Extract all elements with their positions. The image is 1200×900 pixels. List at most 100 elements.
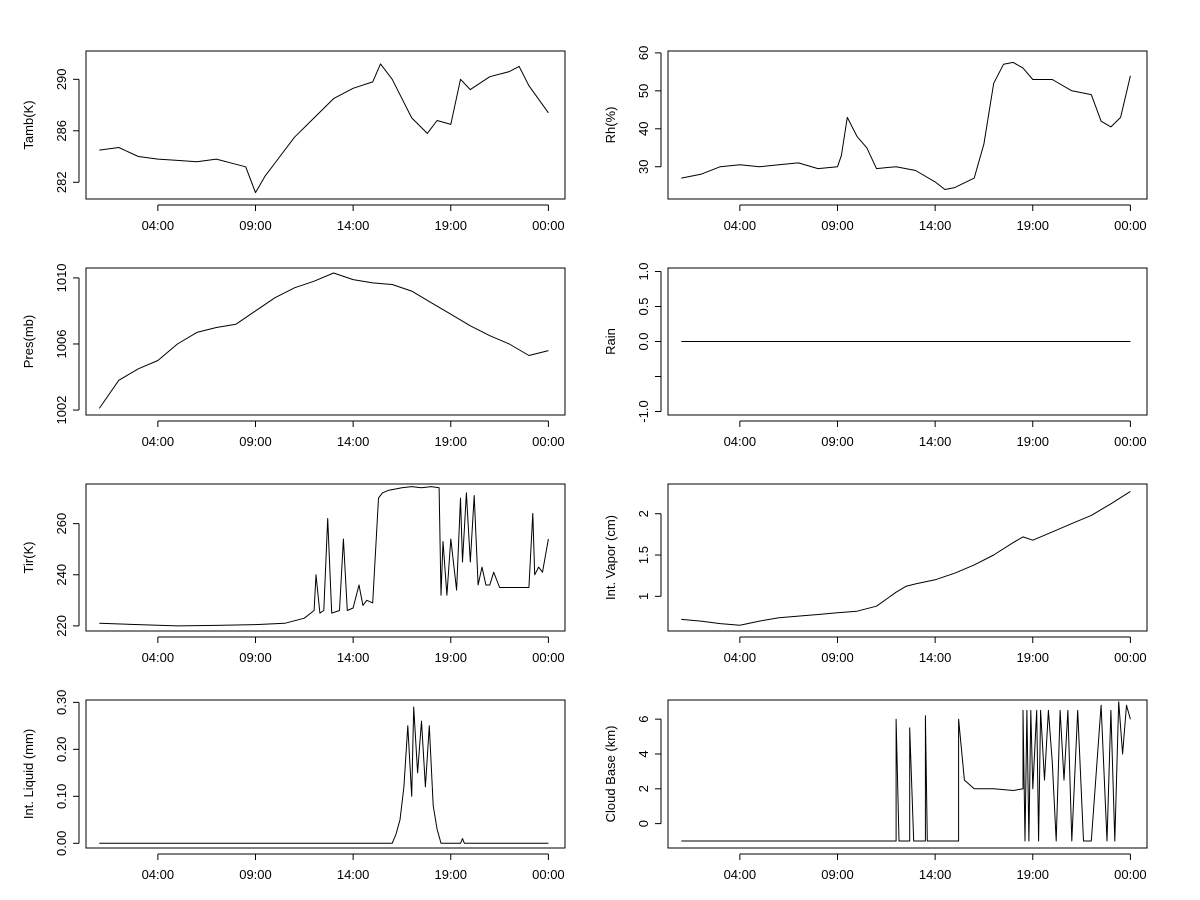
y-axis-label: Tamb(K) — [21, 100, 36, 149]
x-tick-label: 09:00 — [239, 650, 272, 665]
y-axis-label: Rain — [603, 328, 618, 355]
x-tick-label: 14:00 — [919, 434, 952, 449]
y-tick-label: 0.30 — [54, 690, 69, 715]
y-tick-label: 60 — [636, 46, 651, 60]
series-line-1 — [99, 486, 549, 627]
plot-frame — [85, 699, 566, 849]
series-line-1 — [98, 272, 549, 409]
x-tick-label: 00:00 — [532, 650, 565, 665]
x-tick-label: 19:00 — [1016, 434, 1049, 449]
chart-panel-4: -1.0 0.0 0.5 1.0 Rain 04:00 09:00 14:00 19:00 00:… — [603, 262, 1148, 449]
y-tick-label: 290 — [54, 68, 69, 90]
series-line-1 — [99, 63, 549, 194]
x-tick-label: 04:00 — [724, 867, 757, 882]
y-tick-label: 220 — [54, 615, 69, 637]
y-tick-label: 282 — [54, 171, 69, 193]
y-tick-label: -1.0 — [636, 400, 651, 422]
y-tick-label: 50 — [636, 84, 651, 98]
x-tick-label: 19:00 — [434, 650, 467, 665]
x-tick-label: 14:00 — [337, 867, 370, 882]
y-tick-label: 0.20 — [54, 737, 69, 762]
chart-panel-8: 0 2 4 6 Cloud Base (km) 04:00 09:00 14:00 19:00 0… — [603, 699, 1148, 882]
chart-panel-3: 1002 1006 1010 Pres(mb) 04:00 09:00 14:00 19:00… — [21, 263, 566, 449]
x-tick-label: 14:00 — [337, 218, 370, 233]
series-line-1 — [681, 490, 1131, 626]
chart-panel-7: 0.00 0.10 0.20 0.30 Int. Liquid (mm) 04:00 09:… — [21, 690, 566, 882]
y-tick-label: 40 — [636, 122, 651, 136]
x-tick-label: 14:00 — [337, 650, 370, 665]
y-tick-label: 2 — [636, 510, 651, 517]
chart-panel-6: 1 1.5 2 Int. Vapor (cm) 04:00 09:00 14:00 19:00… — [603, 483, 1148, 665]
y-tick-label: 30 — [636, 160, 651, 174]
x-tick-label: 19:00 — [434, 218, 467, 233]
x-tick-label: 14:00 — [919, 867, 952, 882]
y-tick-label: 4 — [636, 750, 651, 757]
x-tick-label: 09:00 — [821, 218, 854, 233]
y-tick-label: 286 — [54, 120, 69, 142]
y-tick-label: 0.10 — [54, 784, 69, 809]
plot-frame — [85, 483, 566, 632]
y-tick-label: 1.0 — [636, 262, 651, 280]
x-tick-label: 09:00 — [239, 218, 272, 233]
x-tick-label: 14:00 — [337, 434, 370, 449]
x-tick-label: 09:00 — [821, 650, 854, 665]
x-tick-label: 04:00 — [142, 650, 175, 665]
x-tick-label: 04:00 — [724, 218, 757, 233]
x-tick-label: 19:00 — [434, 434, 467, 449]
plot-frame — [667, 699, 1148, 849]
y-tick-label: 2 — [636, 785, 651, 792]
y-tick-label: 1006 — [54, 330, 69, 359]
y-tick-label: 0 — [636, 820, 651, 827]
plot-frame — [85, 50, 566, 200]
plot-frame — [667, 50, 1148, 200]
x-tick-label: 04:00 — [142, 218, 175, 233]
x-tick-label: 19:00 — [1016, 867, 1049, 882]
y-tick-label: 1002 — [54, 396, 69, 425]
y-axis-label: Cloud Base (km) — [603, 726, 618, 823]
y-tick-label: 240 — [54, 564, 69, 586]
x-tick-label: 09:00 — [821, 434, 854, 449]
y-tick-label: 0.00 — [54, 831, 69, 856]
x-tick-label: 00:00 — [532, 867, 565, 882]
series-line-1 — [681, 61, 1131, 190]
y-axis-label: Int. Vapor (cm) — [603, 515, 618, 600]
y-tick-label: 0.5 — [636, 297, 651, 315]
x-tick-label: 19:00 — [1016, 218, 1049, 233]
x-tick-label: 14:00 — [919, 650, 952, 665]
plot-frame — [667, 483, 1148, 632]
y-axis-label: Tir(K) — [21, 541, 36, 573]
x-tick-label: 14:00 — [919, 218, 952, 233]
plot-frame — [85, 267, 566, 416]
chart-panel-2: 30 40 50 60 Rh(%) 04:00 09:00 14:00 19:00 00:00 — [603, 46, 1148, 233]
x-tick-label: 04:00 — [724, 434, 757, 449]
y-axis-label: Rh(%) — [603, 107, 618, 144]
x-tick-label: 00:00 — [532, 218, 565, 233]
chart-panel-1: 282 286 290 Tamb(K) 04:00 09:00 14:00 19:00 00:0… — [21, 50, 566, 233]
x-tick-label: 09:00 — [239, 434, 272, 449]
y-axis-label: Int. Liquid (mm) — [21, 729, 36, 819]
y-tick-label: 1.5 — [636, 546, 651, 564]
x-tick-label: 19:00 — [434, 867, 467, 882]
x-tick-label: 09:00 — [821, 867, 854, 882]
x-tick-label: 09:00 — [239, 867, 272, 882]
x-tick-label: 04:00 — [142, 867, 175, 882]
x-tick-label: 19:00 — [1016, 650, 1049, 665]
series-line-1 — [99, 706, 549, 844]
y-axis-label: Pres(mb) — [21, 315, 36, 368]
y-tick-label: 1010 — [54, 263, 69, 292]
y-tick-label: 1 — [636, 593, 651, 600]
x-tick-label: 00:00 — [1114, 218, 1147, 233]
y-tick-label: 6 — [636, 716, 651, 723]
x-tick-label: 00:00 — [532, 434, 565, 449]
x-tick-label: 04:00 — [142, 434, 175, 449]
chart-panel-5: 220 240 260 Tir(K) 04:00 09:00 14:00 19:00 00:00 — [21, 483, 566, 665]
panels: 282 286 290 Tamb(K) 04:00 09:00 14:00 19:00 00:0… — [21, 46, 1148, 882]
plot-frame — [667, 267, 1148, 416]
x-tick-label: 04:00 — [724, 650, 757, 665]
x-tick-label: 00:00 — [1114, 867, 1147, 882]
series-line-1 — [681, 701, 1131, 842]
x-tick-label: 00:00 — [1114, 434, 1147, 449]
y-tick-label: 0.0 — [636, 332, 651, 350]
